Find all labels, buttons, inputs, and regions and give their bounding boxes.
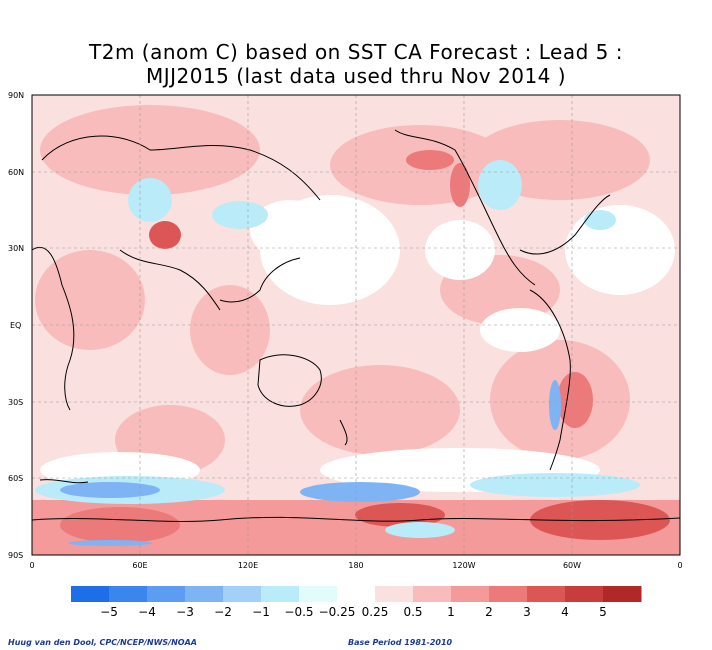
anomaly-neutral-fields	[40, 195, 675, 492]
lat-label-90s: 90S	[8, 551, 23, 560]
anomaly-warm-spots	[60, 150, 670, 543]
colorbar-swatch	[489, 586, 528, 602]
lon-label-60e: 60E	[132, 561, 147, 570]
colorbar-swatch	[71, 586, 110, 602]
lon-label-60w: 60W	[563, 561, 581, 570]
map-frame	[31, 94, 681, 556]
map-title-line1: T2m (anom C) based on SST CA Forecast : …	[89, 40, 623, 64]
latitude-labels: 90N 60N 30N EQ 30S 60S 90S	[8, 91, 24, 560]
graticule	[32, 95, 680, 555]
colorbar-swatch	[261, 586, 300, 602]
colorbar-tick-label: −4	[138, 605, 156, 619]
colorbar-swatch	[603, 586, 642, 602]
lat-label-60s: 60S	[8, 474, 23, 483]
map-panel	[31, 94, 681, 556]
lon-label-120e: 120E	[238, 561, 258, 570]
lat-label-60n: 60N	[8, 168, 24, 177]
colorbar-swatch	[223, 586, 262, 602]
lat-label-eq: EQ	[10, 321, 21, 330]
lon-label-0-left: 0	[29, 561, 34, 570]
colorbar-tick-label: −5	[100, 605, 118, 619]
colorbar-tick-label: −2	[214, 605, 232, 619]
colorbar-tick-label: 0.5	[403, 605, 422, 619]
colorbar-tick-label: 4	[561, 605, 569, 619]
lon-label-120w: 120W	[452, 561, 475, 570]
colorbar-swatch	[109, 586, 148, 602]
colorbar-swatch	[185, 586, 224, 602]
colorbar-tick-label: 3	[523, 605, 531, 619]
colorbar-swatch	[147, 586, 186, 602]
colorbar-swatch	[337, 586, 376, 602]
longitude-labels: 0 60E 120E 180 120W 60W 0	[29, 561, 682, 570]
coastlines	[31, 129, 681, 522]
colorbar-tick-label: 2	[485, 605, 493, 619]
colorbar-tick-label: 5	[599, 605, 607, 619]
colorbar-swatch	[565, 586, 604, 602]
lon-label-0-right: 0	[677, 561, 682, 570]
colorbar-swatch	[451, 586, 490, 602]
colorbar-tick-label: −1	[252, 605, 270, 619]
colorbar-tick-label: −0.25	[319, 605, 356, 619]
lat-label-30s: 30S	[8, 398, 23, 407]
map-title-line2: MJJ2015 (last data used thru Nov 2014 )	[145, 64, 567, 88]
lat-label-90n: 90N	[8, 91, 24, 100]
colorbar	[71, 586, 642, 602]
credit-text: Huug van den Dool, CPC/NCEP/NWS/NOAA	[8, 638, 197, 647]
colorbar-tick-label: −0.5	[284, 605, 313, 619]
colorbar-swatch	[299, 586, 338, 602]
colorbar-tick-label: −3	[176, 605, 194, 619]
colorbar-swatch	[413, 586, 452, 602]
colorbar-swatch	[527, 586, 566, 602]
colorbar-tick-label: 1	[447, 605, 455, 619]
lon-label-180: 180	[348, 561, 363, 570]
lat-label-30n: 30N	[8, 244, 24, 253]
base-period-text: Base Period 1981-2010	[348, 638, 453, 647]
colorbar-labels: −5 −4 −3 −2 −1 −0.5 −0.25 0.25 0.5 1 2 3 4 5	[100, 605, 607, 619]
colorbar-swatch	[375, 586, 414, 602]
colorbar-tick-label: 0.25	[362, 605, 389, 619]
